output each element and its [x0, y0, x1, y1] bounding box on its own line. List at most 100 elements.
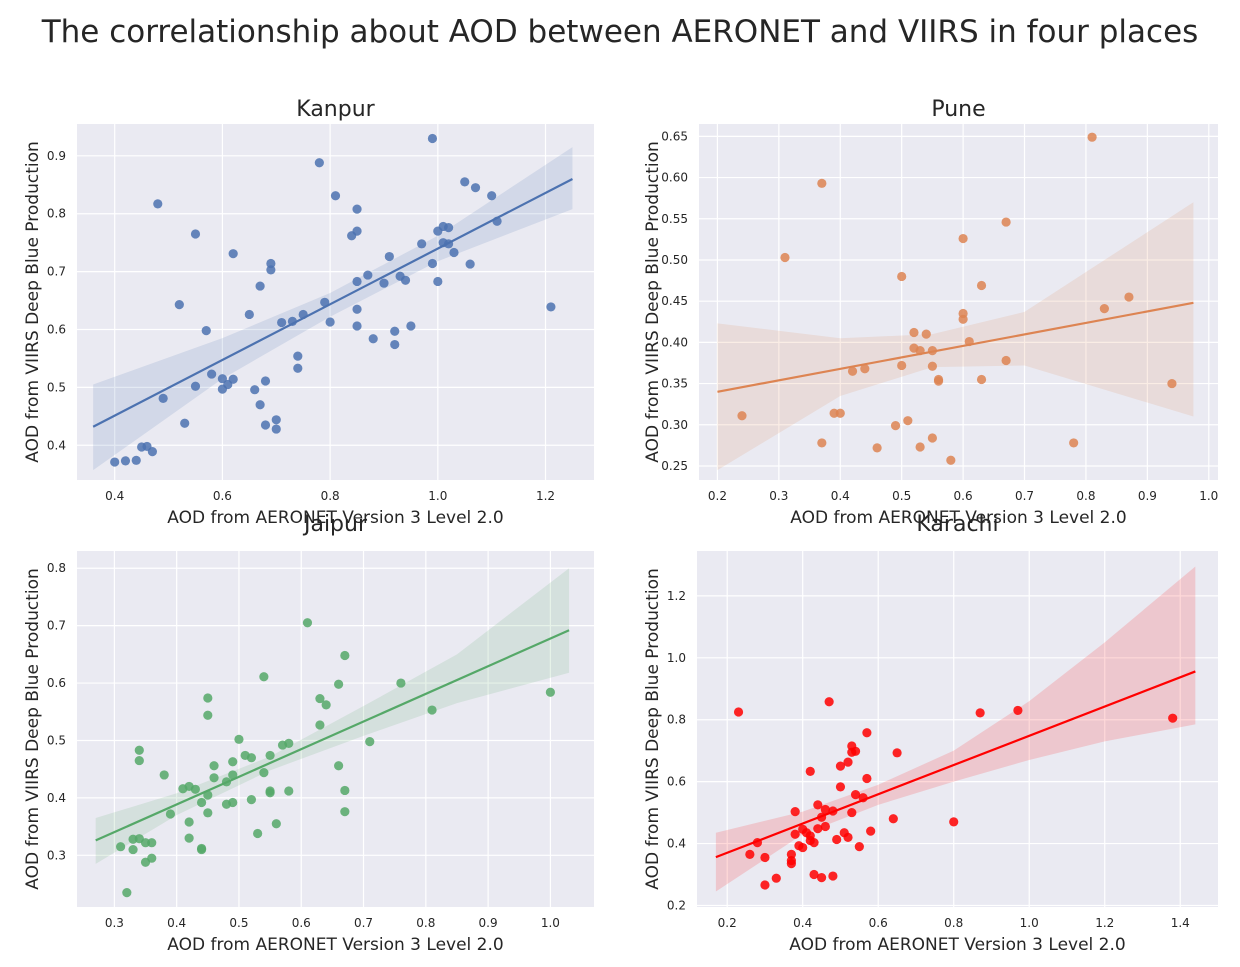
scatter-point: [813, 800, 823, 810]
y-tick-label: 0.25: [661, 459, 688, 473]
scatter-point: [203, 693, 213, 703]
scatter-point: [786, 855, 796, 866]
scatter-point: [790, 829, 800, 839]
scatter-point: [379, 278, 389, 288]
y-tick-label: 0.55: [661, 212, 688, 226]
scatter-point: [165, 809, 176, 819]
x-tick-label: 0.9: [479, 916, 498, 930]
scatter-point: [427, 705, 437, 715]
scatter-point: [737, 411, 747, 421]
scatter-point: [253, 828, 263, 839]
subplot-title: Karachi: [916, 512, 998, 537]
scatter-point: [816, 872, 827, 883]
x-tick-label: 0.4: [831, 489, 850, 503]
x-tick-label: 0.3: [769, 489, 788, 503]
x-tick-label: 0.4: [105, 489, 124, 503]
x-tick-label: 0.8: [1076, 489, 1095, 503]
scatter-point: [246, 753, 257, 763]
scatter-point: [872, 443, 882, 453]
scatter-point: [234, 734, 244, 744]
scatter-point: [315, 693, 325, 704]
scatter-point: [1167, 378, 1177, 389]
scatter-point: [174, 300, 184, 310]
scatter-point: [976, 280, 987, 291]
y-tick-label: 0.6: [667, 775, 686, 789]
scatter-point: [390, 326, 400, 336]
x-tick-label: 0.2: [718, 916, 737, 930]
scatter-point: [122, 888, 132, 898]
scatter-point: [302, 618, 313, 628]
scatter-point: [835, 761, 846, 771]
scatter-point: [470, 183, 481, 193]
scatter-point: [116, 842, 126, 852]
regression-line: [715, 670, 1196, 859]
y-tick-label: 0.8: [47, 207, 66, 221]
scatter-point: [465, 259, 475, 269]
y-axis-label: AOD from VIIRS Deep Blue Production: [643, 141, 663, 463]
chart-karachi: 0.2 0.4 0.6 0.8 1.0 1.2 1.4 0.2 0.4 0.6 0.8 1.0 1.2 K…: [643, 512, 1218, 955]
scatter-point: [352, 276, 362, 287]
scatter-point: [147, 447, 157, 457]
scatter-point: [832, 834, 842, 845]
x-tick-label: 0.7: [354, 916, 373, 930]
subplot-title: Kanpur: [296, 97, 375, 122]
scatter-point: [209, 761, 219, 771]
y-tick-label: 0.4: [47, 791, 66, 805]
scatter-point: [271, 424, 281, 434]
scatter-point: [400, 275, 411, 285]
scatter-point: [903, 416, 913, 426]
scatter-point: [909, 327, 919, 338]
scatter-point: [180, 418, 190, 428]
scatter-point: [433, 276, 443, 287]
y-tick-label: 0.4: [47, 438, 66, 452]
scatter-point: [265, 788, 275, 798]
y-tick-label: 0.3: [47, 848, 66, 862]
y-tick-label: 0.8: [47, 561, 66, 575]
scatter-point: [976, 374, 987, 385]
scatter-point: [1087, 132, 1097, 142]
x-tick-label: 1.0: [1199, 489, 1218, 503]
scatter-point: [334, 761, 344, 771]
scatter-point: [277, 317, 287, 328]
scatter-point: [320, 297, 330, 307]
scatter-point: [866, 826, 876, 836]
scatter-point: [352, 321, 362, 331]
scatter-point: [217, 374, 228, 384]
scatter-point: [184, 833, 194, 843]
scatter-point: [958, 314, 968, 324]
x-tick-label: 1.0: [1020, 916, 1039, 930]
scatter-point: [293, 351, 303, 361]
y-tick-label: 0.6: [47, 676, 66, 690]
scatter-point: [427, 258, 438, 269]
x-tick-label: 0.9: [1138, 489, 1157, 503]
scatter-point: [209, 773, 219, 783]
x-tick-label: 0.5: [892, 489, 911, 503]
scatter-point: [946, 455, 956, 465]
scatter-point: [854, 842, 864, 852]
x-tick-label: 1.0: [428, 489, 447, 503]
scatter-point: [847, 366, 858, 376]
scatter-point: [184, 817, 194, 827]
scatter-point: [487, 191, 497, 201]
scatter-point: [915, 442, 925, 452]
regression-line: [717, 301, 1194, 393]
scatter-point: [927, 433, 937, 443]
scatter-point: [244, 309, 254, 320]
y-tick-label: 0.5: [47, 733, 66, 747]
scatter-point: [1168, 713, 1178, 723]
scatter-point: [284, 786, 294, 796]
scatter-point: [255, 400, 265, 410]
scatter-point: [449, 247, 459, 258]
x-axis-label: AOD from AERONET Version 3 Level 2.0: [790, 508, 1126, 528]
x-tick-label: 0.6: [213, 489, 232, 503]
scatter-point: [745, 849, 755, 859]
scatter-point: [828, 871, 838, 881]
scatter-point: [817, 438, 827, 448]
y-tick-label: 0.8: [667, 713, 686, 727]
scatter-point: [363, 270, 373, 280]
scatter-point: [120, 456, 131, 466]
confidence-band: [95, 568, 570, 864]
scatter-point: [340, 650, 350, 661]
scatter-point: [265, 750, 275, 761]
scatter-point: [1124, 292, 1134, 302]
